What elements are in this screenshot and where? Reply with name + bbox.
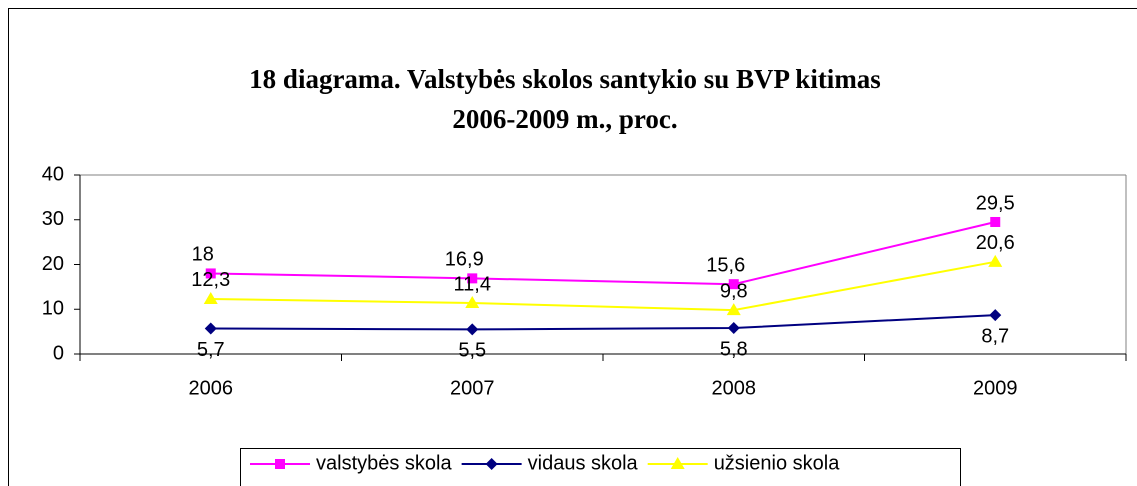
data-label: 5,8 — [720, 338, 748, 360]
chart-subtitle: 2006-2009 m., proc. — [452, 104, 677, 134]
chart-title: 18 diagrama. Valstybės skolos santykio s… — [249, 64, 881, 94]
data-label: 18 — [192, 244, 214, 266]
marker — [728, 279, 739, 290]
marker — [203, 291, 218, 304]
marker — [467, 273, 478, 284]
chart-frame — [8, 8, 1137, 486]
x-tick-label: 2006 — [189, 377, 234, 399]
legend-label: užsienio skola — [714, 452, 841, 474]
data-label: 29,5 — [976, 192, 1015, 214]
marker — [465, 295, 480, 308]
data-label: 15,6 — [706, 254, 745, 276]
marker — [204, 322, 217, 335]
legend: valstybės skola vidaus skola užsienio skol… — [240, 448, 961, 486]
marker — [205, 268, 216, 279]
legend-box — [240, 448, 961, 486]
data-label: 5,7 — [197, 339, 225, 361]
series-line — [210, 260, 996, 312]
data-label: 20,6 — [976, 232, 1015, 254]
data-label: 9,8 — [720, 280, 748, 302]
y-tick-label: 40 — [42, 163, 64, 185]
x-tick-label: 2008 — [712, 377, 757, 399]
marker — [275, 459, 285, 469]
x-tick-label: 2009 — [973, 377, 1018, 399]
marker — [989, 309, 1002, 322]
marker — [670, 457, 685, 469]
data-label: 8,7 — [981, 325, 1009, 347]
y-tick-label: 20 — [42, 253, 64, 275]
series-line — [210, 314, 996, 331]
marker — [726, 303, 741, 316]
data-label: 5,5 — [458, 340, 486, 362]
legend-label: valstybės skola — [316, 452, 452, 474]
y-tick-label: 10 — [42, 298, 64, 320]
x-tick-label: 2007 — [450, 377, 495, 399]
marker — [727, 322, 740, 335]
legend-label: vidaus skola — [528, 452, 639, 474]
marker — [988, 254, 1003, 267]
data-label: 11,4 — [454, 273, 491, 295]
marker — [485, 458, 498, 470]
marker — [466, 323, 479, 336]
data-label: 16,9 — [445, 249, 484, 271]
marker — [990, 216, 1001, 227]
data-label: 12,3 — [191, 269, 230, 291]
y-tick-label: 30 — [42, 208, 64, 230]
y-tick-label: 0 — [53, 342, 64, 364]
series-line — [210, 221, 996, 286]
